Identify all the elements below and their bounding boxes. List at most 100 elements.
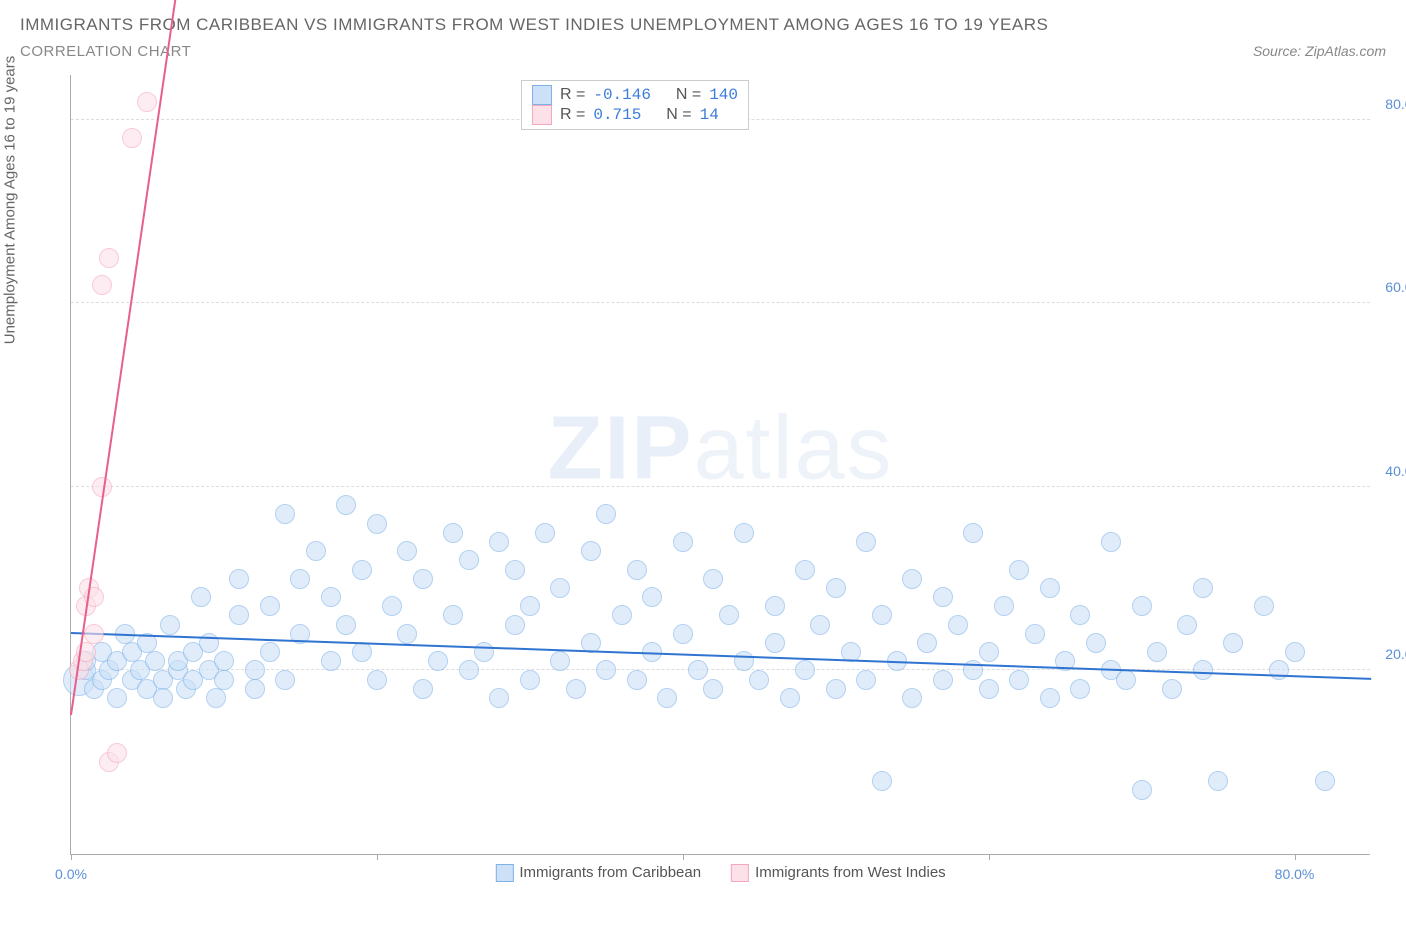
source-label: Source: ZipAtlas.com bbox=[1253, 43, 1386, 59]
scatter-point bbox=[275, 504, 295, 524]
scatter-point bbox=[1101, 532, 1121, 552]
scatter-point bbox=[352, 560, 372, 580]
scatter-point bbox=[99, 248, 119, 268]
scatter-point bbox=[1086, 633, 1106, 653]
scatter-point bbox=[443, 605, 463, 625]
legend-item-2: Immigrants from West Indies bbox=[731, 864, 946, 882]
x-tick bbox=[683, 854, 684, 860]
gridline bbox=[71, 302, 1370, 303]
scatter-point bbox=[535, 523, 555, 543]
scatter-point bbox=[505, 560, 525, 580]
watermark-bold: ZIP bbox=[547, 398, 693, 498]
scatter-point bbox=[566, 679, 586, 699]
scatter-point bbox=[214, 670, 234, 690]
series1-legend-label: Immigrants from Caribbean bbox=[519, 864, 701, 881]
scatter-point bbox=[191, 587, 211, 607]
scatter-point bbox=[1132, 780, 1152, 800]
series2-r-value: 0.715 bbox=[593, 106, 641, 124]
scatter-point bbox=[1116, 670, 1136, 690]
scatter-point bbox=[765, 596, 785, 616]
scatter-point bbox=[688, 660, 708, 680]
scatter-point bbox=[206, 688, 226, 708]
x-tick bbox=[71, 854, 72, 860]
watermark-light: atlas bbox=[693, 398, 893, 498]
scatter-point bbox=[902, 569, 922, 589]
scatter-point bbox=[459, 550, 479, 570]
series2-legend-label: Immigrants from West Indies bbox=[755, 864, 946, 881]
scatter-point bbox=[260, 596, 280, 616]
scatter-point bbox=[84, 624, 104, 644]
x-tick-label: 80.0% bbox=[1275, 866, 1315, 882]
scatter-point bbox=[1193, 578, 1213, 598]
chart-title: IMMIGRANTS FROM CARIBBEAN VS IMMIGRANTS … bbox=[20, 15, 1386, 35]
scatter-point bbox=[520, 596, 540, 616]
scatter-point bbox=[352, 642, 372, 662]
scatter-point bbox=[979, 642, 999, 662]
scatter-point bbox=[596, 660, 616, 680]
scatter-point bbox=[505, 615, 525, 635]
scatter-point bbox=[1025, 624, 1045, 644]
series1-swatch-icon bbox=[532, 85, 552, 105]
trend-line bbox=[70, 0, 179, 716]
scatter-point bbox=[1177, 615, 1197, 635]
scatter-point bbox=[1009, 560, 1029, 580]
scatter-point bbox=[872, 771, 892, 791]
scatter-point bbox=[795, 560, 815, 580]
scatter-point bbox=[749, 670, 769, 690]
scatter-point bbox=[810, 615, 830, 635]
scatter-point bbox=[1040, 578, 1060, 598]
legend-item-1: Immigrants from Caribbean bbox=[495, 864, 701, 882]
y-tick-label: 20.0% bbox=[1385, 646, 1406, 662]
scatter-point bbox=[321, 587, 341, 607]
scatter-point bbox=[933, 670, 953, 690]
subtitle-row: CORRELATION CHART Source: ZipAtlas.com bbox=[20, 43, 1386, 60]
scatter-point bbox=[642, 587, 662, 607]
stats-row-2: R = 0.715 N = 14 bbox=[532, 105, 738, 125]
scatter-point bbox=[397, 624, 417, 644]
y-tick-label: 40.0% bbox=[1385, 463, 1406, 479]
scatter-point bbox=[703, 569, 723, 589]
scatter-point bbox=[1009, 670, 1029, 690]
r-label: R = bbox=[560, 106, 585, 124]
y-axis-label: Unemployment Among Ages 16 to 19 years bbox=[2, 56, 19, 345]
y-tick-label: 60.0% bbox=[1385, 279, 1406, 295]
scatter-point bbox=[948, 615, 968, 635]
scatter-point bbox=[214, 651, 234, 671]
scatter-point bbox=[1162, 679, 1182, 699]
stats-row-1: R = -0.146 N = 140 bbox=[532, 85, 738, 105]
scatter-point bbox=[673, 532, 693, 552]
scatter-point bbox=[1315, 771, 1335, 791]
scatter-point bbox=[1223, 633, 1243, 653]
x-axis-legend: Immigrants from Caribbean Immigrants fro… bbox=[495, 864, 945, 882]
scatter-point bbox=[826, 578, 846, 598]
scatter-point bbox=[550, 578, 570, 598]
scatter-point bbox=[1132, 596, 1152, 616]
scatter-point bbox=[1040, 688, 1060, 708]
scatter-point bbox=[153, 688, 173, 708]
scatter-point bbox=[459, 660, 479, 680]
scatter-point bbox=[933, 587, 953, 607]
watermark: ZIPatlas bbox=[547, 397, 893, 500]
scatter-point bbox=[963, 523, 983, 543]
scatter-point bbox=[657, 688, 677, 708]
scatter-point bbox=[979, 679, 999, 699]
n-label: N = bbox=[666, 106, 691, 124]
scatter-point bbox=[826, 679, 846, 699]
scatter-point bbox=[856, 670, 876, 690]
scatter-point bbox=[902, 688, 922, 708]
scatter-point bbox=[596, 504, 616, 524]
scatter-point bbox=[245, 679, 265, 699]
scatter-point bbox=[581, 541, 601, 561]
scatter-point bbox=[92, 275, 112, 295]
scatter-point bbox=[413, 569, 433, 589]
scatter-point bbox=[275, 670, 295, 690]
scatter-point bbox=[765, 633, 785, 653]
scatter-point bbox=[703, 679, 723, 699]
scatter-point bbox=[260, 642, 280, 662]
scatter-point bbox=[734, 651, 754, 671]
scatter-point bbox=[321, 651, 341, 671]
r-label: R = bbox=[560, 86, 585, 104]
series1-r-value: -0.146 bbox=[593, 86, 651, 104]
series2-swatch-icon bbox=[532, 105, 552, 125]
x-tick bbox=[989, 854, 990, 860]
